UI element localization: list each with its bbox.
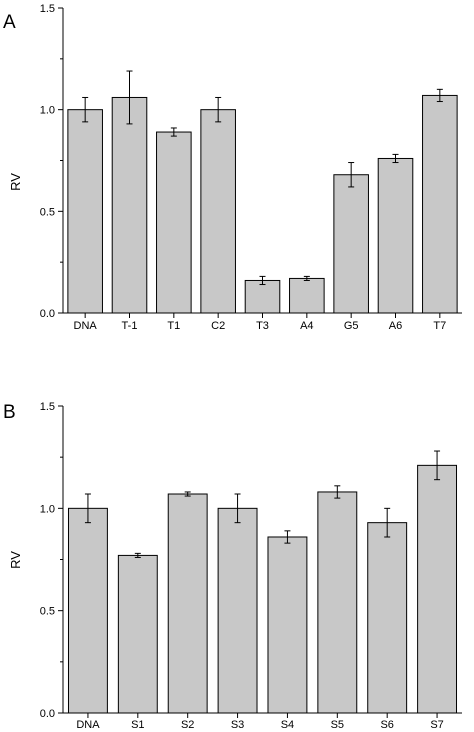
panel-b-bar-s7 (417, 464, 458, 714)
panel-b-bar-s1 (117, 554, 158, 714)
panel-b-y-axis-title: RV (8, 551, 23, 569)
panel-a-bar-g5 (333, 174, 369, 314)
panel-a-bar-t-1 (111, 96, 148, 314)
panel-b-x-tick-label-s4: S4 (281, 719, 294, 731)
panel-a-bar-t1 (156, 131, 192, 314)
panel-a-bar-a4 (289, 277, 325, 314)
panel-b-bar-s6 (367, 522, 408, 714)
panel-b: B RV 0.0 0.5 1.0 1.5 DNA S1 S2 S3 S4 S5 S6 S7 (3, 401, 462, 731)
panel-b-x-tick-label-s2: S2 (181, 719, 194, 731)
panel-a-bar-t3 (244, 279, 281, 314)
panel-b-x-tick-label-s1: S1 (131, 719, 144, 731)
panel-b-y-tick-label: 0.5 (40, 606, 55, 618)
panel-b-bar-s3 (217, 507, 258, 714)
panel-b-label: B (3, 402, 16, 423)
panel-b-y-tick-label: 0.0 (40, 708, 55, 720)
panel-b-x-tick-label-s5: S5 (331, 719, 344, 731)
panel-a-x-tick-label-a6: A6 (389, 320, 402, 332)
panel-a-bar-t7 (422, 94, 458, 314)
panel-a-x-tick-label-t-1: T-1 (122, 320, 138, 332)
panel-b-bar-s4 (267, 536, 308, 714)
panel-b-x-tick-label-s6: S6 (380, 719, 393, 731)
panel-a: A RV 0.0 0.5 1.0 1.5 DNA T-1 T1 C2 T3 A4 G5 A6 T7 (3, 3, 462, 332)
panel-a-x-tick-label-c2: C2 (211, 320, 225, 332)
panel-b-x-tick-label-s3: S3 (231, 719, 244, 731)
panel-a-y-tick-label: 1.0 (40, 105, 55, 117)
panel-a-bar-c2 (200, 109, 236, 314)
panel-b-bar-s5 (317, 491, 358, 714)
panel-a-label: A (3, 12, 16, 33)
panel-b-x-tick-label-dna: DNA (76, 719, 100, 731)
panel-b-bar-dna (67, 507, 108, 714)
panel-a-y-tick-label: 0.5 (40, 206, 55, 218)
panel-b-y-tick-label: 1.5 (40, 401, 55, 413)
panel-a-x-tick-label-t7: T7 (433, 320, 446, 332)
panel-b-bar-s2 (167, 493, 208, 714)
panel-a-y-tick-label: 0.0 (40, 308, 55, 320)
panel-a-bar-a6 (377, 157, 414, 314)
panel-a-x-tick-label-dna: DNA (74, 320, 98, 332)
panel-b-y-tick-label: 1.0 (40, 503, 55, 515)
panel-a-y-tick-label: 1.5 (40, 3, 55, 15)
panel-a-y-axis-title: RV (8, 173, 23, 191)
panel-a-bar-dna (67, 109, 103, 314)
panel-a-x-tick-label-a4: A4 (300, 320, 313, 332)
panel-a-x-tick-label-t3: T3 (256, 320, 269, 332)
panel-b-x-tick-label-s7: S7 (430, 719, 443, 731)
panel-a-x-tick-label-g5: G5 (344, 320, 359, 332)
panel-a-x-tick-label-t1: T1 (167, 320, 180, 332)
